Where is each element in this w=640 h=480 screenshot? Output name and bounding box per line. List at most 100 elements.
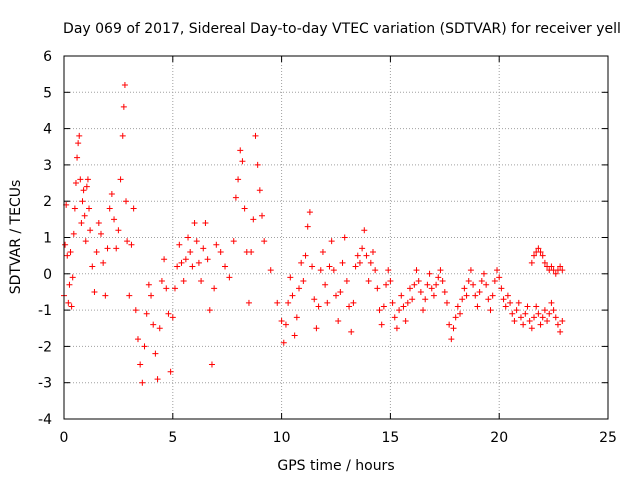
data-point (69, 274, 76, 281)
data-point (422, 296, 429, 303)
data-point (459, 296, 466, 303)
data-point (180, 278, 187, 285)
data-point (64, 252, 71, 259)
data-point (341, 234, 348, 241)
data-point (148, 292, 155, 299)
data-point (374, 285, 381, 292)
data-point (413, 267, 420, 274)
data-point (248, 249, 255, 256)
axis-ticks (63, 55, 609, 420)
data-point (472, 292, 479, 299)
data-point (539, 314, 546, 321)
data-point (548, 263, 555, 270)
data-point (189, 263, 196, 270)
data-point (241, 205, 248, 212)
data-point (528, 325, 535, 332)
data-point (359, 245, 366, 252)
data-point (515, 299, 522, 306)
data-point (446, 321, 453, 328)
data-point (552, 314, 559, 321)
data-point (202, 219, 209, 226)
data-point (426, 270, 433, 277)
data-point (84, 176, 91, 183)
data-point (130, 205, 137, 212)
data-point (322, 281, 329, 288)
data-point (369, 249, 376, 256)
data-point (252, 132, 259, 139)
data-point (539, 252, 546, 259)
data-point (500, 296, 507, 303)
data-point (217, 249, 224, 256)
data-point (528, 259, 535, 266)
data-point (461, 285, 468, 292)
data-point (111, 216, 118, 223)
data-point (550, 307, 557, 314)
data-point (319, 249, 326, 256)
data-point (78, 219, 85, 226)
data-point (546, 310, 553, 317)
data-point (97, 230, 104, 237)
data-point (232, 194, 239, 201)
data-point (75, 140, 82, 147)
data-point (509, 310, 516, 317)
data-point (87, 227, 94, 234)
data-point (535, 245, 542, 252)
data-point (548, 299, 555, 306)
data-point (71, 205, 78, 212)
data-point (72, 180, 79, 187)
data-point (417, 288, 424, 295)
data-point (491, 278, 498, 285)
data-point (348, 328, 355, 335)
data-points (61, 82, 566, 386)
data-point (365, 278, 372, 285)
data-point (108, 190, 115, 197)
data-point (76, 132, 83, 139)
y-tick-label: 5 (43, 85, 52, 101)
data-point (167, 368, 174, 375)
data-point (465, 278, 472, 285)
data-point (354, 252, 361, 259)
data-point (470, 281, 477, 288)
data-point (91, 288, 98, 295)
data-point (400, 303, 407, 310)
data-point (420, 307, 427, 314)
x-tick-label: 0 (60, 430, 69, 446)
data-point (363, 252, 370, 259)
data-point (541, 259, 548, 266)
y-tick-label: -3 (38, 376, 52, 392)
data-point (65, 299, 72, 306)
data-point (480, 270, 487, 277)
data-point (317, 267, 324, 274)
data-point (191, 219, 198, 226)
data-point (511, 317, 518, 324)
data-point (335, 317, 342, 324)
data-point (132, 307, 139, 314)
data-point (389, 299, 396, 306)
x-axis-label: GPS time / hours (277, 458, 394, 474)
data-point (158, 278, 165, 285)
data-point (309, 263, 316, 270)
data-point (185, 234, 192, 241)
data-point (123, 198, 130, 205)
data-point (544, 317, 551, 324)
data-point (291, 332, 298, 339)
data-point (285, 299, 292, 306)
data-point (145, 281, 152, 288)
data-point (280, 339, 287, 346)
data-point (343, 278, 350, 285)
data-point (339, 259, 346, 266)
data-point (128, 241, 135, 248)
data-point (428, 285, 435, 292)
data-point (306, 209, 313, 216)
data-point (387, 278, 394, 285)
data-point (143, 310, 150, 317)
data-point (302, 252, 309, 259)
data-point (524, 303, 531, 310)
data-point (376, 307, 383, 314)
grid-lines (64, 56, 608, 419)
data-point (230, 238, 237, 245)
data-point (208, 361, 215, 368)
data-point (352, 263, 359, 270)
data-point (204, 256, 211, 263)
data-point (278, 317, 285, 324)
